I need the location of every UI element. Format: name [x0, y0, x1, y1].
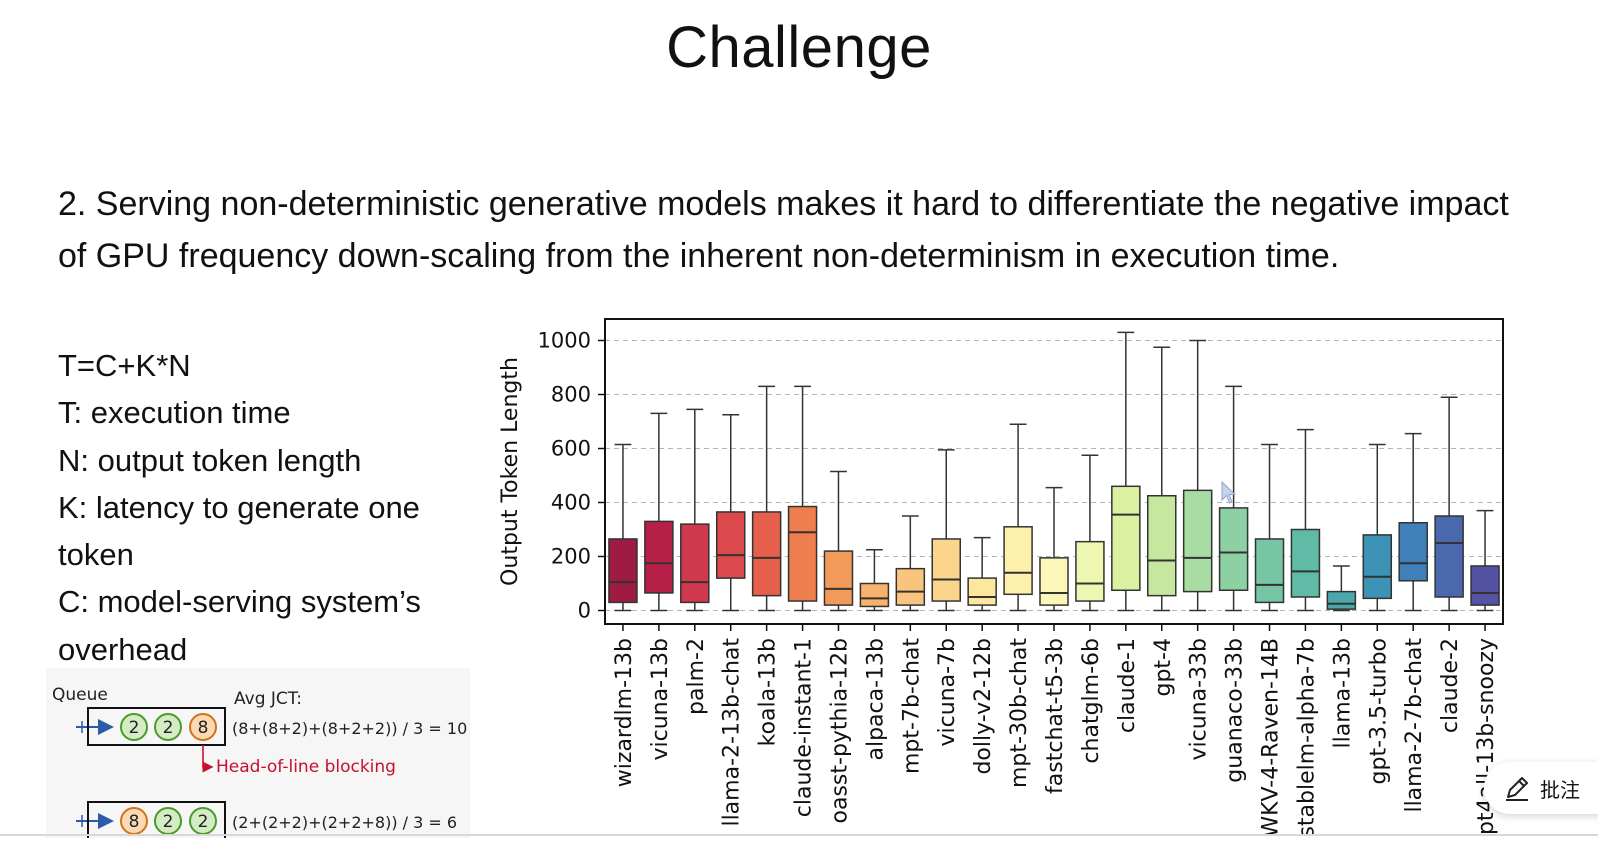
x-tick-label: vicuna-7b: [935, 638, 960, 747]
slide-title: Challenge: [666, 15, 932, 80]
box-chatglm-6b: [1075, 540, 1105, 602]
x-tick-label: palm-2: [684, 638, 709, 715]
x-tick-label: gpt-4: [1151, 638, 1176, 697]
job-length: 2: [163, 718, 174, 738]
job-circle: [154, 713, 182, 741]
box-mpt-30b-chat: [1003, 526, 1033, 596]
box-wizardlm-13b: [608, 538, 638, 604]
box-claude-instant-1: [787, 505, 818, 602]
job-circle: [189, 713, 217, 741]
job-length: 2: [163, 812, 174, 832]
box-vicuna-33b: [1182, 489, 1213, 593]
x-tick-label: fastchat-t5-3b: [1043, 638, 1068, 794]
x-tick-label: llama-13b: [1330, 638, 1355, 749]
y-tick-label: 200: [551, 545, 591, 569]
queue-label: Queue: [52, 685, 108, 705]
box-llama-2-7b-chat: [1398, 522, 1428, 582]
formula-line: N: output token length: [58, 442, 362, 478]
x-tick-label: mpt-30b-chat: [1007, 638, 1032, 788]
y-tick-label: 0: [578, 599, 591, 623]
x-tick-label: claude-instant-1: [792, 638, 817, 817]
box-koala-13b: [751, 511, 782, 597]
box-llama-2-13b-chat: [715, 511, 746, 579]
job-circle: [120, 713, 148, 741]
x-tick-label: llama-2-13b-chat: [720, 638, 745, 827]
box-guanaco-33b: [1218, 507, 1249, 591]
bottom-divider: [0, 834, 1598, 836]
box-gpt-3.5-turbo: [1362, 534, 1393, 600]
job-length: 2: [198, 812, 209, 832]
avg-jct-formula: (2+(2+2)+(2+2+8)) / 3 = 6: [232, 813, 457, 832]
box-vicuna-13b: [644, 520, 674, 594]
x-tick-label: vicuna-13b: [648, 638, 673, 761]
y-tick-label: 800: [551, 383, 591, 407]
annotate-label: 批注: [1540, 777, 1580, 802]
token-length-boxplot: 0 200 400 600 800 1000 Output Token Length wiza…: [498, 318, 1504, 834]
y-tick-label: 1000: [538, 329, 591, 353]
box-fastchat-t5-3b: [1039, 557, 1069, 606]
y-axis-label: Output Token Length: [498, 357, 523, 586]
annotate-button[interactable]: 批注: [1484, 762, 1598, 814]
x-tick-label: dolly-v2-12b: [971, 638, 996, 775]
box-oasst-pythia-12b: [823, 550, 854, 606]
x-tick-label: claude-1: [1115, 638, 1140, 733]
box-mpt-7b-chat: [895, 567, 926, 606]
blocking-arrow: [202, 745, 214, 773]
head-of-line-blocking-label: Head-of-line blocking: [216, 757, 396, 777]
queue-diagram: Queue Avg JCT: 2 2 8 (8+(8+2)+(8+2+2)) /…: [46, 668, 470, 840]
x-tick-label: llama-2-7b-chat: [1402, 638, 1427, 813]
avg-jct-formula: (8+(8+2)+(8+2+2)) / 3 = 10: [232, 719, 467, 738]
formula-line: K: latency to generate one: [58, 489, 420, 525]
pencil-icon: [1506, 777, 1528, 801]
x-tick-label: guanaco-33b: [1223, 638, 1248, 783]
y-tick-label: 400: [551, 491, 591, 515]
x-tick-label: oasst-pythia-12b: [827, 638, 852, 823]
x-tick-label: RWKV-4-Raven-14B: [1259, 638, 1284, 834]
job-length: 2: [129, 718, 140, 738]
box-llama-13b: [1326, 590, 1357, 610]
y-tick-label: 600: [551, 437, 591, 461]
x-tick-label: mpt-7b-chat: [899, 638, 924, 774]
avg-jct-label: Avg JCT:: [234, 689, 302, 709]
formula-line: C: model-serving system’s: [58, 584, 421, 620]
box-alpaca-13b: [859, 582, 890, 608]
mouse-cursor-icon: [1221, 480, 1237, 504]
box-gpt-4: [1147, 495, 1177, 597]
queue-diagram-svg: Queue Avg JCT: 2 2 8 (8+(8+2)+(8+2+2)) /…: [52, 685, 467, 840]
box-stablelm-alpha-7b: [1290, 528, 1321, 598]
challenge-point-text: 2. Serving non-deterministic generative …: [58, 185, 1509, 275]
formula-line: overhead: [58, 631, 188, 667]
x-tick-label: gpt-3.5-turbo: [1366, 638, 1391, 784]
box-palm-2: [680, 523, 710, 604]
queue-box: [87, 707, 226, 746]
box-RWKV-4-Raven-14B: [1254, 538, 1285, 604]
formula-line: T=C+K*N: [58, 348, 191, 383]
box-claude-1: [1111, 485, 1141, 591]
box-gpt4all-13b-snoozy: [1470, 565, 1500, 606]
box-vicuna-7b: [931, 538, 961, 602]
box-dolly-v2-12b: [967, 577, 997, 606]
x-tick-label: vicuna-33b: [1187, 638, 1212, 761]
job-length: 8: [129, 812, 140, 832]
x-tick-label: wizardlm-13b: [612, 638, 637, 787]
x-tick-label: claude-2: [1438, 638, 1463, 733]
x-tick-label: koala-13b: [756, 638, 781, 746]
formula-line: token: [58, 537, 134, 573]
formula-line: T: execution time: [58, 395, 291, 431]
x-tick-label: chatglm-6b: [1079, 638, 1104, 764]
box-claude-2: [1434, 515, 1464, 598]
x-tick-label: alpaca-13b: [863, 638, 888, 761]
job-length: 8: [198, 718, 209, 738]
x-tick-label: stablelm-alpha-7b: [1294, 638, 1319, 834]
formula-block: T=C+K*N T: execution time N: output toke…: [58, 342, 478, 673]
